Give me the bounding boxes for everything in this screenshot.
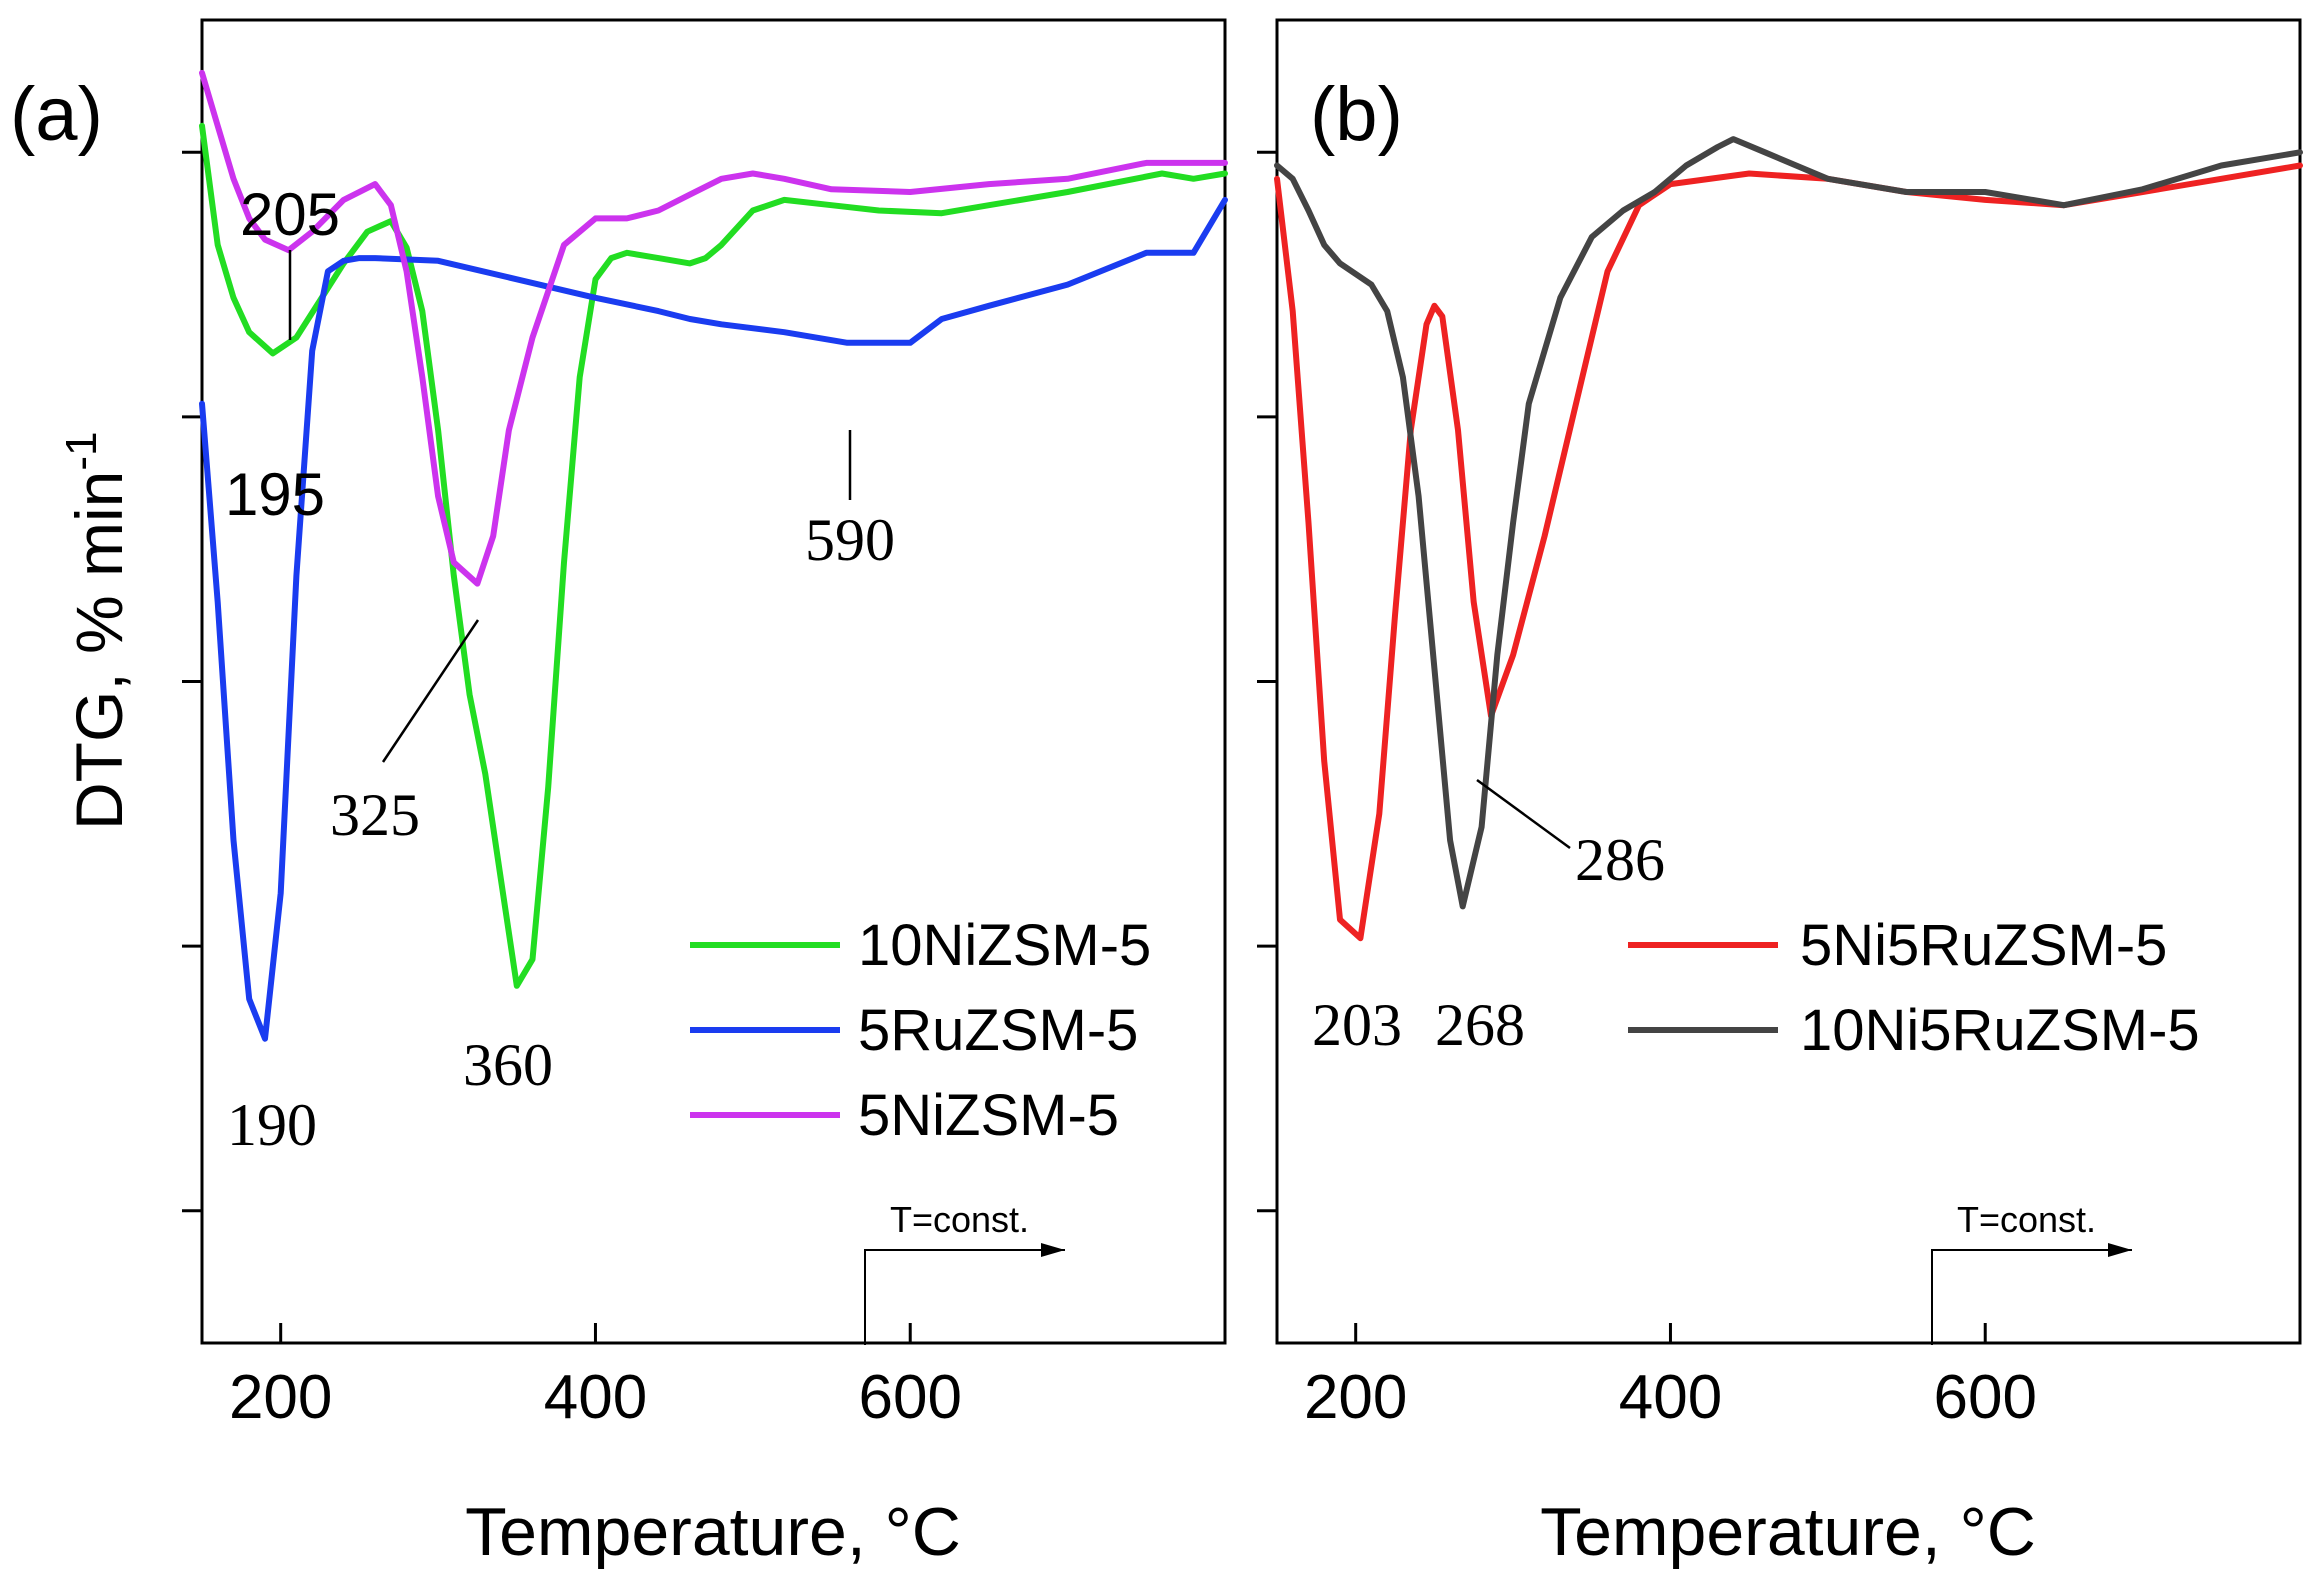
series-line-5nizsm-5 bbox=[199, 69, 1228, 587]
t-const-label: T=const. bbox=[890, 1199, 1029, 1240]
x-tick-label: 200 bbox=[229, 1363, 332, 1432]
peak-annotation: 590 bbox=[805, 507, 895, 573]
panel-b-plot: 200 400 600 5Ni5RuZSM-5 10Ni5RuZSM-5 203 268 28… bbox=[1257, 136, 2303, 1432]
peak-annotation: 268 bbox=[1435, 992, 1525, 1058]
series-line-5ni5ruzsm-5 bbox=[1274, 162, 2303, 942]
x-tick-label: 200 bbox=[1304, 1363, 1407, 1432]
legend-label: 5Ni5RuZSM-5 bbox=[1800, 913, 2167, 978]
peak-annotation: 360 bbox=[463, 1032, 553, 1098]
y-axis-label: DTG, % min-1 bbox=[57, 432, 136, 830]
panel-a-plot: 200 400 600 10NiZSM-5 5RuZSM-5 5NiZSM-5 205 195… bbox=[182, 69, 1228, 1432]
legend-label: 5RuZSM-5 bbox=[858, 998, 1138, 1063]
legend-label: 10Ni5RuZSM-5 bbox=[1800, 998, 2200, 1063]
x-axis-label-a: Temperature, °C bbox=[465, 1494, 961, 1570]
t-const-arrowhead bbox=[2108, 1243, 2132, 1257]
legend-label: 10NiZSM-5 bbox=[858, 913, 1151, 978]
t-const-label: T=const. bbox=[1957, 1199, 2096, 1240]
x-tick-label: 400 bbox=[544, 1363, 647, 1432]
t-const-arrowhead bbox=[1041, 1243, 1065, 1257]
t-const-arrow-line bbox=[1931, 1249, 2132, 1345]
x-tick-label: 600 bbox=[1934, 1363, 2037, 1432]
panel-b-frame bbox=[1275, 18, 2302, 1345]
annotation-leader bbox=[1476, 778, 1571, 850]
t-const-arrow-line bbox=[864, 1249, 1065, 1345]
legend-label: 5NiZSM-5 bbox=[858, 1083, 1119, 1148]
peak-annotation: 203 bbox=[1312, 992, 1402, 1058]
peak-annotation: 195 bbox=[225, 461, 325, 528]
peak-annotation: 190 bbox=[227, 1092, 317, 1158]
x-axis-label-b: Temperature, °C bbox=[1540, 1494, 2036, 1570]
peak-annotation: 325 bbox=[330, 782, 420, 848]
x-tick-label: 400 bbox=[1619, 1363, 1722, 1432]
annotation-leader bbox=[381, 619, 480, 763]
peak-annotation: 286 bbox=[1575, 827, 1665, 893]
y-axis-label-superscript: -1 bbox=[57, 432, 106, 471]
panel-b-label: (b) bbox=[1310, 72, 1403, 157]
x-tick-label: 600 bbox=[859, 1363, 962, 1432]
peak-annotation: 205 bbox=[240, 181, 340, 248]
series-line-10nizsm-5 bbox=[199, 122, 1228, 989]
series-line-10ni5ruzsm-5 bbox=[1274, 136, 2303, 910]
panel-a-label: (a) bbox=[10, 72, 103, 157]
series-line-5ruzsm-5 bbox=[199, 196, 1228, 1042]
